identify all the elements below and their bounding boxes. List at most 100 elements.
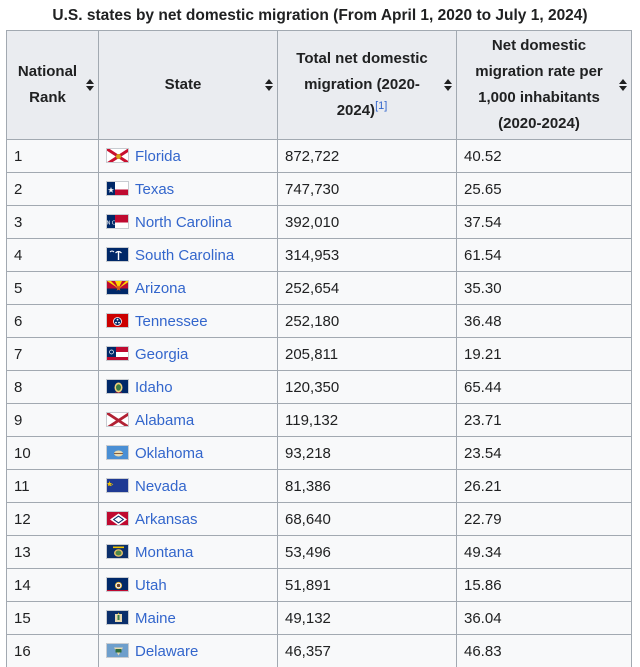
state-link[interactable]: Tennessee [135, 312, 208, 330]
state-link[interactable]: Georgia [135, 345, 189, 363]
state-link[interactable]: Texas [135, 180, 175, 198]
migration-rate-cell: 36.48 [456, 304, 632, 338]
arizona-flag-icon[interactable] [106, 279, 129, 295]
column-header-rate-label: Net domestic migration rate per 1,000 in… [475, 37, 603, 132]
migration-rate-cell: 25.65 [456, 172, 632, 206]
state-cell: South Carolina [98, 238, 278, 272]
nevada-flag-icon[interactable] [106, 477, 129, 493]
migration-rate-cell: 19.21 [456, 337, 632, 371]
column-header-total[interactable]: Total net domestic migration (2020- 2024… [277, 30, 457, 140]
total-migration-cell: 46,357 [277, 634, 457, 667]
migration-rate-cell: 23.71 [456, 403, 632, 437]
column-header-rank[interactable]: National Rank [6, 30, 99, 140]
georgia-flag-icon[interactable] [106, 345, 129, 361]
state-cell: Tennessee [98, 304, 278, 338]
maine-flag-icon[interactable] [106, 609, 129, 625]
column-header-state[interactable]: State [98, 30, 278, 140]
state-link[interactable]: Delaware [135, 642, 199, 660]
table-row: 2 Texas 747,730 25.65 [6, 172, 632, 206]
migration-rate-cell: 46.83 [456, 634, 632, 667]
rank-cell: 9 [6, 403, 99, 437]
table-row: 14 Utah 51,891 15.86 [6, 568, 632, 602]
south-carolina-flag-icon[interactable] [106, 246, 129, 262]
rank-cell: 11 [6, 469, 99, 503]
column-header-state-label: State [164, 76, 202, 93]
total-migration-cell: 119,132 [277, 403, 457, 437]
total-migration-cell: 53,496 [277, 535, 457, 569]
state-link[interactable]: Nevada [135, 477, 187, 495]
sort-both-icon[interactable] [265, 79, 273, 91]
rank-cell: 5 [6, 271, 99, 305]
total-migration-cell: 205,811 [277, 337, 457, 371]
table-row: 11 Nevada 81,386 26.21 [6, 469, 632, 503]
migration-rate-cell: 15.86 [456, 568, 632, 602]
rank-cell: 13 [6, 535, 99, 569]
state-link[interactable]: Florida [135, 147, 181, 165]
rank-cell: 10 [6, 436, 99, 470]
total-migration-cell: 51,891 [277, 568, 457, 602]
column-header-rate[interactable]: Net domestic migration rate per 1,000 in… [456, 30, 632, 140]
migration-rate-cell: 26.21 [456, 469, 632, 503]
oklahoma-flag-icon[interactable] [106, 444, 129, 460]
total-migration-cell: 314,953 [277, 238, 457, 272]
state-cell: N C North Carolina [98, 205, 278, 239]
migration-table: National Rank State Total net domestic m… [6, 30, 632, 667]
table-row: 4 South Carolina 314,953 61.54 [6, 238, 632, 272]
state-link[interactable]: Maine [135, 609, 176, 627]
state-cell: Arkansas [98, 502, 278, 536]
state-cell: Alabama [98, 403, 278, 437]
tennessee-flag-icon[interactable] [106, 312, 129, 328]
delaware-flag-icon[interactable] [106, 642, 129, 658]
state-link[interactable]: Idaho [135, 378, 173, 396]
total-migration-cell: 93,218 [277, 436, 457, 470]
table-row: 9 Alabama 119,132 23.71 [6, 403, 632, 437]
total-migration-cell: 120,350 [277, 370, 457, 404]
table-row: 3 N C North Carolina 392,010 37.54 [6, 205, 632, 239]
state-link[interactable]: Montana [135, 543, 194, 561]
north-carolina-flag-icon[interactable]: N C [106, 213, 129, 229]
idaho-flag-icon[interactable] [106, 378, 129, 394]
table-row: 5 Arizona 252,654 35.30 [6, 271, 632, 305]
rank-cell: 12 [6, 502, 99, 536]
migration-rate-cell: 49.34 [456, 535, 632, 569]
state-link[interactable]: Alabama [135, 411, 195, 429]
column-header-total-label: Total net domestic migration (2020- 2024… [296, 50, 428, 119]
rank-cell: 7 [6, 337, 99, 371]
sort-both-icon[interactable] [86, 79, 94, 91]
migration-rate-cell: 22.79 [456, 502, 632, 536]
montana-flag-icon[interactable] [106, 543, 129, 559]
state-cell: Florida [98, 139, 278, 173]
table-row: 7 Georgia 205,811 19.21 [6, 337, 632, 371]
reference-link[interactable]: [1] [375, 100, 388, 112]
migration-rate-cell: 36.04 [456, 601, 632, 635]
table-row: 6 Tennessee 252,180 36.48 [6, 304, 632, 338]
state-link[interactable]: Utah [135, 576, 167, 594]
table-row: 1 Florida 872,722 40.52 [6, 139, 632, 173]
total-migration-cell: 872,722 [277, 139, 457, 173]
rank-cell: 14 [6, 568, 99, 602]
arkansas-flag-icon[interactable] [106, 510, 129, 526]
state-link[interactable]: Oklahoma [135, 444, 204, 462]
table-row: 15 Maine 49,132 36.04 [6, 601, 632, 635]
state-link[interactable]: Arizona [135, 279, 186, 297]
total-migration-cell: 81,386 [277, 469, 457, 503]
alabama-flag-icon[interactable] [106, 411, 129, 427]
utah-flag-icon[interactable] [106, 576, 129, 592]
rank-cell: 2 [6, 172, 99, 206]
column-header-rank-label: National Rank [17, 63, 78, 106]
rank-cell: 3 [6, 205, 99, 239]
state-cell: Nevada [98, 469, 278, 503]
migration-rate-cell: 40.52 [456, 139, 632, 173]
rank-cell: 1 [6, 139, 99, 173]
state-link[interactable]: South Carolina [135, 246, 235, 264]
table-row: 16 Delaware 46,357 46.83 [6, 634, 632, 667]
state-link[interactable]: North Carolina [135, 213, 232, 231]
texas-flag-icon[interactable] [106, 180, 129, 196]
florida-flag-icon[interactable] [106, 147, 129, 163]
header-row: National Rank State Total net domestic m… [6, 30, 632, 140]
state-cell: Maine [98, 601, 278, 635]
sort-both-icon[interactable] [619, 79, 627, 91]
rank-cell: 6 [6, 304, 99, 338]
state-link[interactable]: Arkansas [135, 510, 198, 528]
sort-both-icon[interactable] [444, 79, 452, 91]
